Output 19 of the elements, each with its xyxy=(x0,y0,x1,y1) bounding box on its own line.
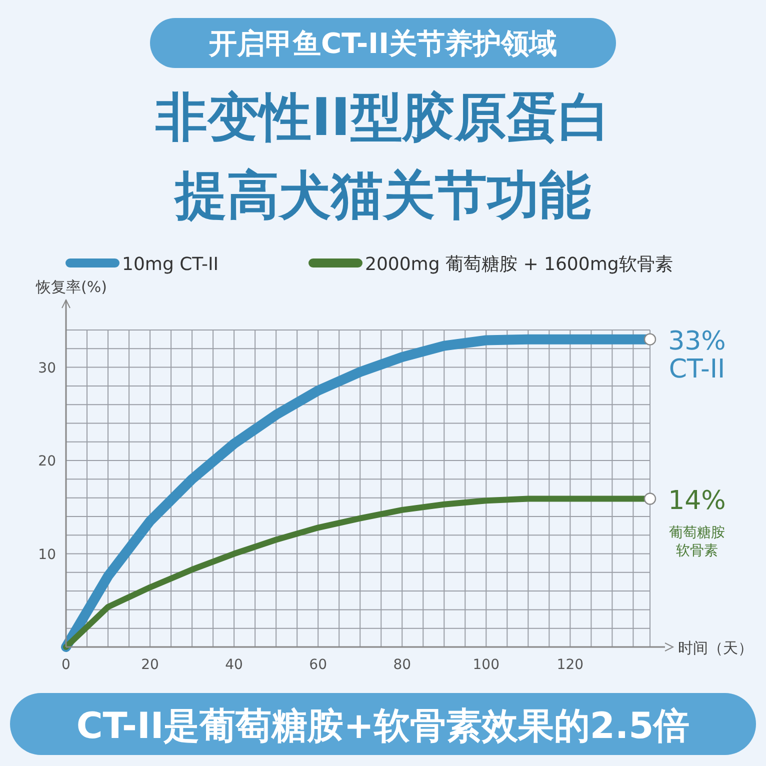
legend-label: 2000mg 葡萄糖胺 + 1600mg软骨素 xyxy=(365,254,673,275)
chart-subtitle: 非变性II型胶原蛋白提高犬猫关节功能 xyxy=(154,88,610,226)
x-tick-label: 80 xyxy=(393,657,412,673)
legend-label: 10mg CT-II xyxy=(122,254,219,275)
x-tick-label: 40 xyxy=(225,657,243,673)
x-tick-label: 0 xyxy=(62,657,70,673)
annotation: 14% 葡萄糖胺软骨素 xyxy=(668,486,726,559)
x-tick-label: 100 xyxy=(472,657,500,673)
y-tick-label: 10 xyxy=(38,546,56,563)
x-axis-title: 时间（天） xyxy=(678,639,753,657)
x-tick-label: 20 xyxy=(141,657,159,673)
y-tick-label: 30 xyxy=(38,360,56,376)
chart-title: 开启甲鱼CT-II关节养护领域 xyxy=(208,27,557,60)
y-axis-title: 恢复率(%) xyxy=(35,278,107,296)
x-tick-label: 120 xyxy=(556,657,584,673)
text: CT-II是葡萄糖胺+软骨素效果的2.5倍 xyxy=(76,706,690,747)
annotation: 33% CT-II xyxy=(668,326,726,384)
x-tick-label: 60 xyxy=(309,657,327,673)
y-tick-label: 20 xyxy=(38,454,56,470)
